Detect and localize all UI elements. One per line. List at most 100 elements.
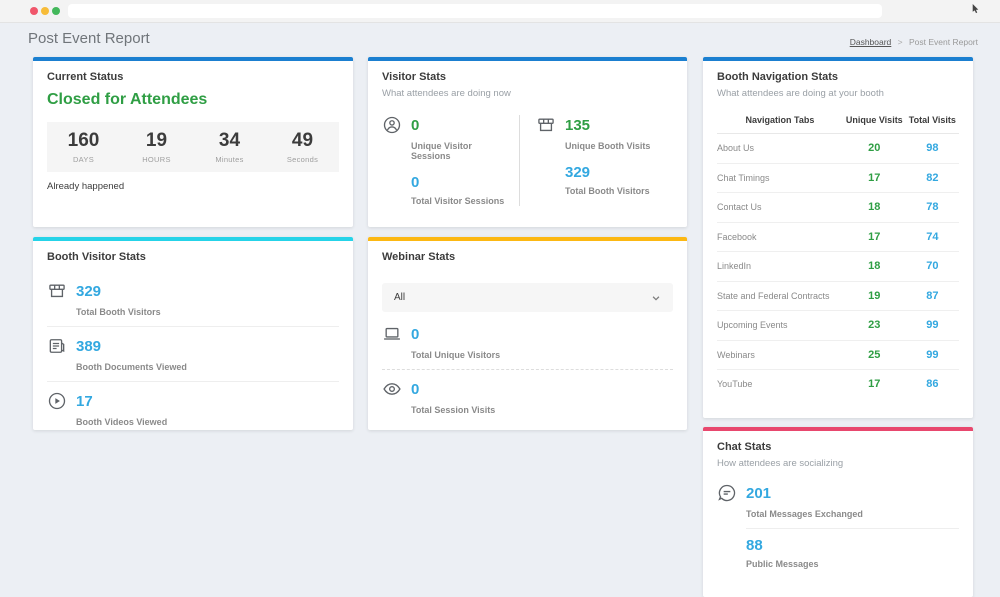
current-status-card: Current Status Closed for Attendees 160 …	[33, 57, 353, 227]
navigation-stats-table: Navigation Tabs Unique Visits Total Visi…	[717, 109, 959, 399]
unique-visits-value: 18	[843, 201, 906, 213]
stat-label: Total Unique Visitors	[411, 350, 673, 360]
window-maximize-button[interactable]	[52, 7, 60, 15]
unique-visits-value: 17	[843, 378, 906, 390]
nav-tab-name: State and Federal Contracts	[717, 291, 843, 301]
total-visits-value: 98	[906, 142, 959, 154]
breadcrumb-current: Post Event Report	[909, 37, 978, 47]
card-title: Webinar Stats	[382, 237, 673, 263]
card-subtitle: What attendees are doing at your booth	[717, 88, 959, 99]
stat-value: 0	[411, 382, 419, 397]
booth-visitor-stats-card: Booth Visitor Stats 329 Total Booth Visi…	[33, 237, 353, 430]
stat-label: Total Booth Visitors	[565, 186, 665, 196]
nav-tab-name: Webinars	[717, 350, 843, 360]
countdown-strip: 160 DAYS 19 HOURS 34 Minutes 49 Seconds	[47, 122, 339, 172]
total-visits-value: 86	[906, 378, 959, 390]
total-visits-value: 87	[906, 290, 959, 302]
chat-stats-card: Chat Stats How attendees are socializing…	[703, 427, 973, 597]
window-minimize-button[interactable]	[41, 7, 49, 15]
stat-value: 201	[746, 486, 771, 501]
stat-label: Booth Documents Viewed	[76, 362, 339, 372]
browser-chrome	[0, 0, 1000, 23]
table-row: Chat Timings1782	[717, 164, 959, 194]
card-title: Current Status	[47, 57, 339, 83]
event-status-text: Closed for Attendees	[47, 91, 339, 109]
table-row: Upcoming Events2399	[717, 311, 959, 341]
unique-visits-value: 23	[843, 319, 906, 331]
stat-label: Booth Videos Viewed	[76, 417, 339, 427]
webinar-stats-card: Webinar Stats All 0 Total Unique Visitor…	[368, 237, 687, 430]
nav-tab-name: Upcoming Events	[717, 320, 843, 330]
nav-tab-name: Chat Timings	[717, 173, 843, 183]
unique-visits-value: 20	[843, 142, 906, 154]
address-bar[interactable]	[68, 4, 882, 18]
countdown-minutes: 34 Minutes	[193, 131, 266, 164]
stat-label: Unique Visitor Sessions	[411, 141, 511, 161]
webinar-session-visits-stat: 0 Total Session Visits	[382, 379, 673, 415]
person-circle-icon	[382, 115, 402, 135]
countdown-days: 160 DAYS	[47, 131, 120, 164]
card-title: Booth Navigation Stats	[717, 57, 959, 83]
unique-visits-value: 19	[843, 290, 906, 302]
webinar-filter-dropdown[interactable]: All	[382, 283, 673, 312]
stat-value: 389	[76, 339, 101, 354]
visitor-stats-card: Visitor Stats What attendees are doing n…	[368, 57, 687, 227]
eye-icon	[382, 379, 402, 399]
card-subtitle: How attendees are socializing	[717, 458, 959, 469]
unique-visits-value: 17	[843, 172, 906, 184]
booth-navigation-stats-card: Booth Navigation Stats What attendees ar…	[703, 57, 973, 418]
unique-visits-value: 18	[843, 260, 906, 272]
table-row: Webinars2599	[717, 341, 959, 371]
play-circle-icon	[47, 391, 67, 411]
total-messages-stat: 201 Total Messages Exchanged	[717, 483, 959, 519]
total-visits-value: 70	[906, 260, 959, 272]
breadcrumb-dashboard-link[interactable]: Dashboard	[850, 37, 892, 47]
countdown-seconds: 49 Seconds	[266, 131, 339, 164]
booth-icon	[536, 115, 556, 135]
countdown-hours: 19 HOURS	[120, 131, 193, 164]
chat-circle-icon	[717, 483, 737, 503]
breadcrumb-separator: >	[898, 37, 903, 47]
webinar-unique-visitors-stat: 0 Total Unique Visitors	[382, 324, 673, 360]
nav-tab-name: Contact Us	[717, 202, 843, 212]
total-visits-value: 74	[906, 231, 959, 243]
stat-label: Unique Booth Visits	[565, 141, 665, 151]
table-row: About Us2098	[717, 134, 959, 164]
nav-tab-name: Facebook	[717, 232, 843, 242]
nav-tab-name: About Us	[717, 143, 843, 153]
dropdown-selected-value: All	[394, 292, 405, 303]
booth-videos-stat: 17 Booth Videos Viewed	[47, 391, 339, 427]
stat-value: 88	[746, 538, 959, 553]
table-row: LinkedIn1870	[717, 252, 959, 282]
page-title: Post Event Report	[28, 30, 150, 47]
nav-tab-name: YouTube	[717, 379, 843, 389]
unique-visits-value: 17	[843, 231, 906, 243]
total-visits-value: 78	[906, 201, 959, 213]
status-note: Already happened	[47, 181, 339, 192]
card-subtitle: What attendees are doing now	[382, 88, 673, 99]
window-close-button[interactable]	[30, 7, 38, 15]
table-row: State and Federal Contracts1987	[717, 282, 959, 312]
booth-documents-stat: 389 Booth Documents Viewed	[47, 336, 339, 372]
stat-label: Total Messages Exchanged	[746, 509, 959, 519]
total-booth-visitors-stat: 329 Total Booth Visitors	[47, 281, 339, 317]
stat-value: 329	[76, 284, 101, 299]
stat-value: 0	[411, 118, 419, 133]
stat-value: 0	[411, 327, 419, 342]
stat-label: Total Visitor Sessions	[411, 196, 511, 206]
stat-label: Public Messages	[746, 559, 959, 569]
stat-value: 135	[565, 118, 590, 133]
public-messages-stat: 88 Public Messages	[717, 538, 959, 569]
stat-value: 329	[565, 165, 665, 180]
stat-value: 17	[76, 394, 93, 409]
stat-value: 0	[411, 175, 511, 190]
total-visits-value: 99	[906, 319, 959, 331]
booth-visits-group: 135 Unique Booth Visits 329 Total Booth …	[519, 115, 673, 206]
mouse-cursor	[972, 1, 979, 10]
table-row: YouTube1786	[717, 370, 959, 399]
unique-visits-value: 25	[843, 349, 906, 361]
card-title: Booth Visitor Stats	[47, 237, 339, 263]
booth-icon	[47, 281, 67, 301]
document-icon	[47, 336, 67, 356]
chevron-down-icon	[651, 293, 661, 303]
